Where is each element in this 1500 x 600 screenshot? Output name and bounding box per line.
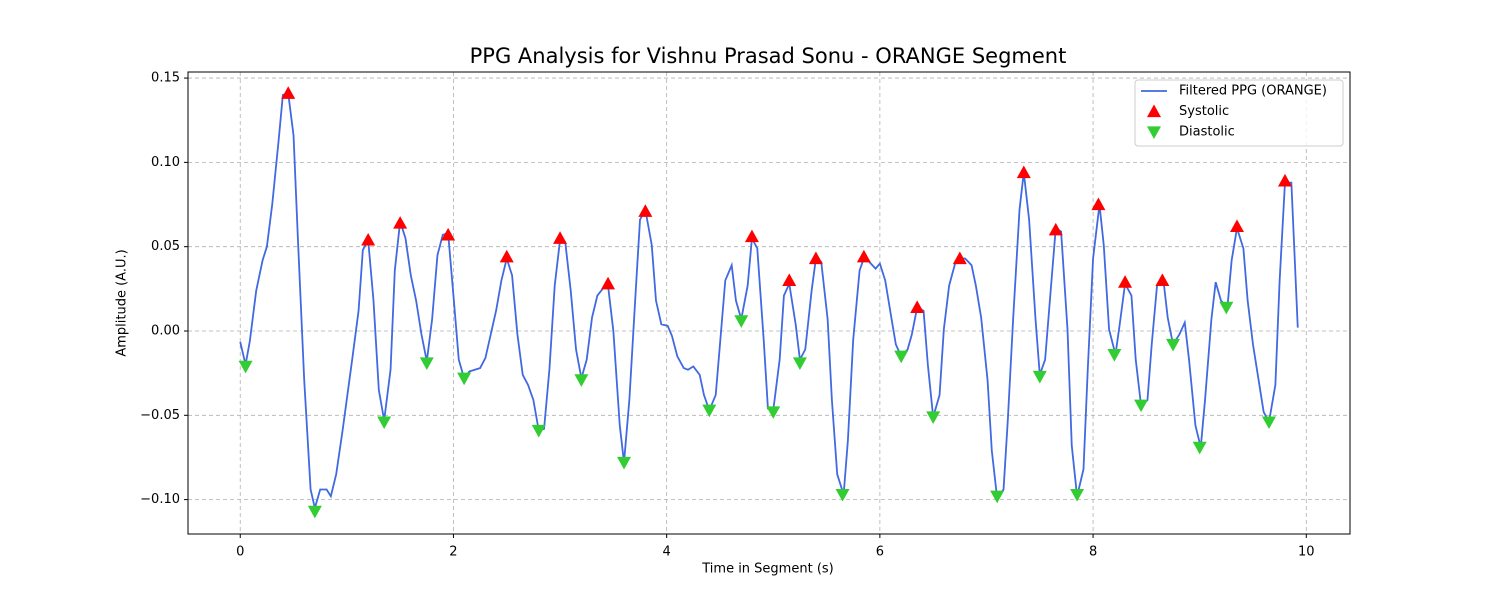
systolic-marker [499, 249, 514, 263]
diastolic-marker [1070, 488, 1085, 502]
x-tick-label: 6 [876, 545, 884, 560]
systolic-marker [1155, 273, 1170, 287]
systolic-marker [601, 276, 616, 290]
diastolic-marker [835, 488, 850, 502]
data-line [239, 92, 1299, 512]
systolic-marker [856, 249, 871, 263]
diastolic-marker [1219, 301, 1234, 315]
diastolic-marker [574, 374, 589, 387]
diastolic-marker [531, 424, 546, 438]
y-tick-label: −0.05 [140, 408, 180, 423]
diastolic-marker [1166, 338, 1181, 352]
diastolic-marker [457, 372, 472, 386]
x-tick-label: 8 [1089, 545, 1097, 560]
diastolic-marker [1107, 348, 1122, 362]
systolic-marker [782, 273, 797, 287]
systolic-marker [1016, 165, 1031, 179]
y-tick-label: 0.10 [151, 155, 180, 170]
diastolic-marker [734, 315, 749, 328]
systolic-marker [808, 251, 823, 265]
diastolic-marker [926, 411, 941, 424]
legend-box [1134, 79, 1344, 147]
diastolic-marker [1032, 370, 1047, 384]
systolic-marker [281, 86, 296, 99]
systolic-marker [1118, 275, 1133, 288]
diastolic-marker [792, 357, 807, 371]
x-tick-label: 2 [449, 545, 457, 560]
systolic-marker [441, 227, 456, 241]
legend-swatch [1147, 104, 1161, 118]
systolic-marker [1048, 222, 1063, 236]
y-tick-label: 0.00 [151, 323, 180, 338]
x-tick-label: 10 [1298, 545, 1315, 560]
diastolic-marker [307, 505, 322, 519]
diastolic-marker [1261, 416, 1276, 430]
diastolic-marker [766, 406, 781, 419]
diastolic-marker [1134, 399, 1149, 413]
diastolic-marker [617, 456, 632, 470]
systolic-marker [393, 216, 408, 229]
systolic-marker [361, 232, 376, 246]
x-tick-label: 0 [236, 545, 244, 560]
legend-label: Diastolic [1179, 125, 1235, 140]
diastolic-marker [377, 416, 392, 430]
systolic-marker [553, 231, 568, 244]
diastolic-marker [238, 360, 253, 374]
y-tick-label: 0.05 [151, 239, 180, 254]
x-tick-label: 4 [663, 545, 671, 560]
y-tick-label: −0.10 [140, 492, 180, 507]
systolic-marker [952, 251, 967, 265]
systolic-marker [910, 300, 925, 313]
legend-label: Filtered PPG (ORANGE) [1179, 84, 1327, 99]
y-axis-label: Amplitude (A.U.) [115, 249, 130, 356]
systolic-marker [744, 229, 759, 243]
systolic-marker [1091, 197, 1106, 211]
y-tick-label: 0.15 [151, 71, 180, 86]
diastolic-marker [1192, 441, 1207, 455]
systolic-marker [1277, 173, 1292, 187]
legend: Filtered PPG (ORANGE) Systolic Diastolic [1134, 79, 1344, 147]
systolic-marker [638, 204, 653, 217]
chart-title: PPG Analysis for Vishnu Prasad Sonu - OR… [470, 44, 1067, 68]
legend-swatch [1147, 126, 1161, 139]
plot-frame [187, 71, 1351, 535]
systolic-marker [1229, 219, 1244, 233]
legend-label: Systolic [1179, 104, 1229, 119]
x-axis-label: Time in Segment (s) [701, 562, 833, 577]
diastolic-marker [419, 357, 434, 371]
diastolic-marker [702, 404, 717, 418]
diastolic-marker [894, 350, 909, 364]
diastolic-marker [990, 490, 1005, 504]
